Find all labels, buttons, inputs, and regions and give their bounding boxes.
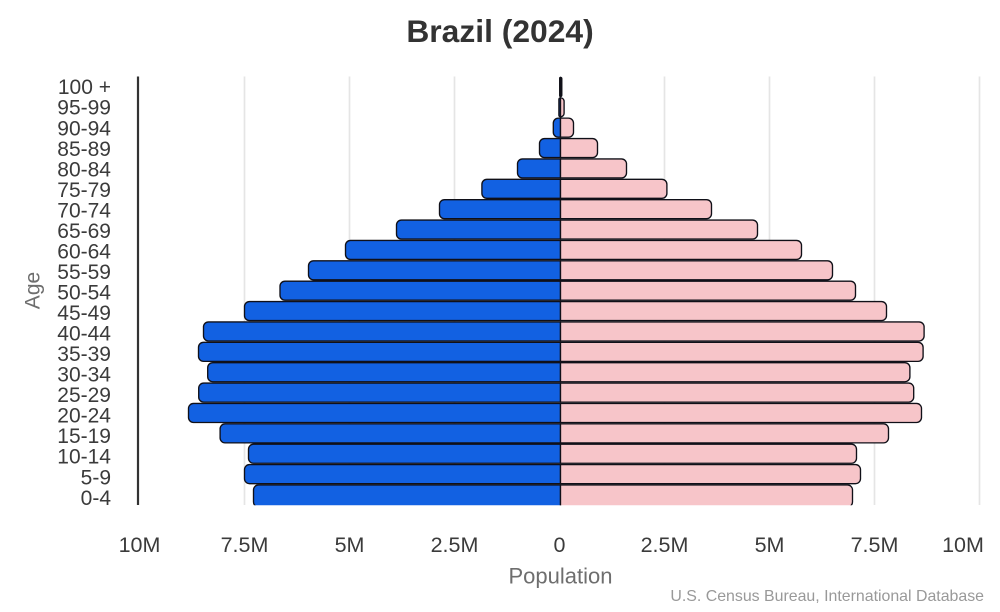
svg-text:5M: 5M (335, 533, 365, 557)
svg-text:10M: 10M (942, 533, 984, 557)
svg-text:50-54: 50-54 (57, 282, 111, 305)
svg-text:0-4: 0-4 (81, 487, 112, 510)
svg-text:5M: 5M (755, 533, 785, 557)
svg-text:85-89: 85-89 (57, 138, 111, 161)
svg-text:Population: Population (509, 564, 613, 589)
svg-text:10-14: 10-14 (57, 446, 111, 469)
svg-text:0: 0 (554, 533, 566, 557)
svg-text:70-74: 70-74 (57, 199, 111, 222)
svg-text:35-39: 35-39 (57, 343, 111, 366)
svg-text:95-99: 95-99 (57, 97, 111, 120)
svg-text:55-59: 55-59 (57, 261, 111, 284)
svg-text:65-69: 65-69 (57, 220, 111, 243)
svg-text:Brazil (2024): Brazil (2024) (406, 13, 593, 49)
svg-text:2.5M: 2.5M (641, 533, 689, 557)
svg-text:25-29: 25-29 (57, 384, 111, 407)
svg-text:10M: 10M (119, 533, 161, 557)
svg-text:20-24: 20-24 (57, 405, 111, 428)
svg-text:7.5M: 7.5M (851, 533, 899, 557)
svg-text:60-64: 60-64 (57, 240, 111, 263)
svg-text:90-94: 90-94 (57, 117, 111, 140)
svg-text:45-49: 45-49 (57, 302, 111, 325)
svg-text:75-79: 75-79 (57, 179, 111, 202)
svg-text:40-44: 40-44 (57, 323, 111, 346)
svg-text:2.5M: 2.5M (431, 533, 479, 557)
svg-text:5-9: 5-9 (81, 466, 111, 489)
svg-text:Age: Age (22, 272, 45, 309)
svg-text:15-19: 15-19 (57, 425, 111, 448)
svg-text:100 +: 100 + (58, 76, 111, 99)
svg-text:U.S. Census Bureau, Internatio: U.S. Census Bureau, International Databa… (670, 588, 984, 605)
svg-text:7.5M: 7.5M (221, 533, 269, 557)
svg-text:30-34: 30-34 (57, 364, 111, 387)
svg-text:80-84: 80-84 (57, 158, 111, 181)
